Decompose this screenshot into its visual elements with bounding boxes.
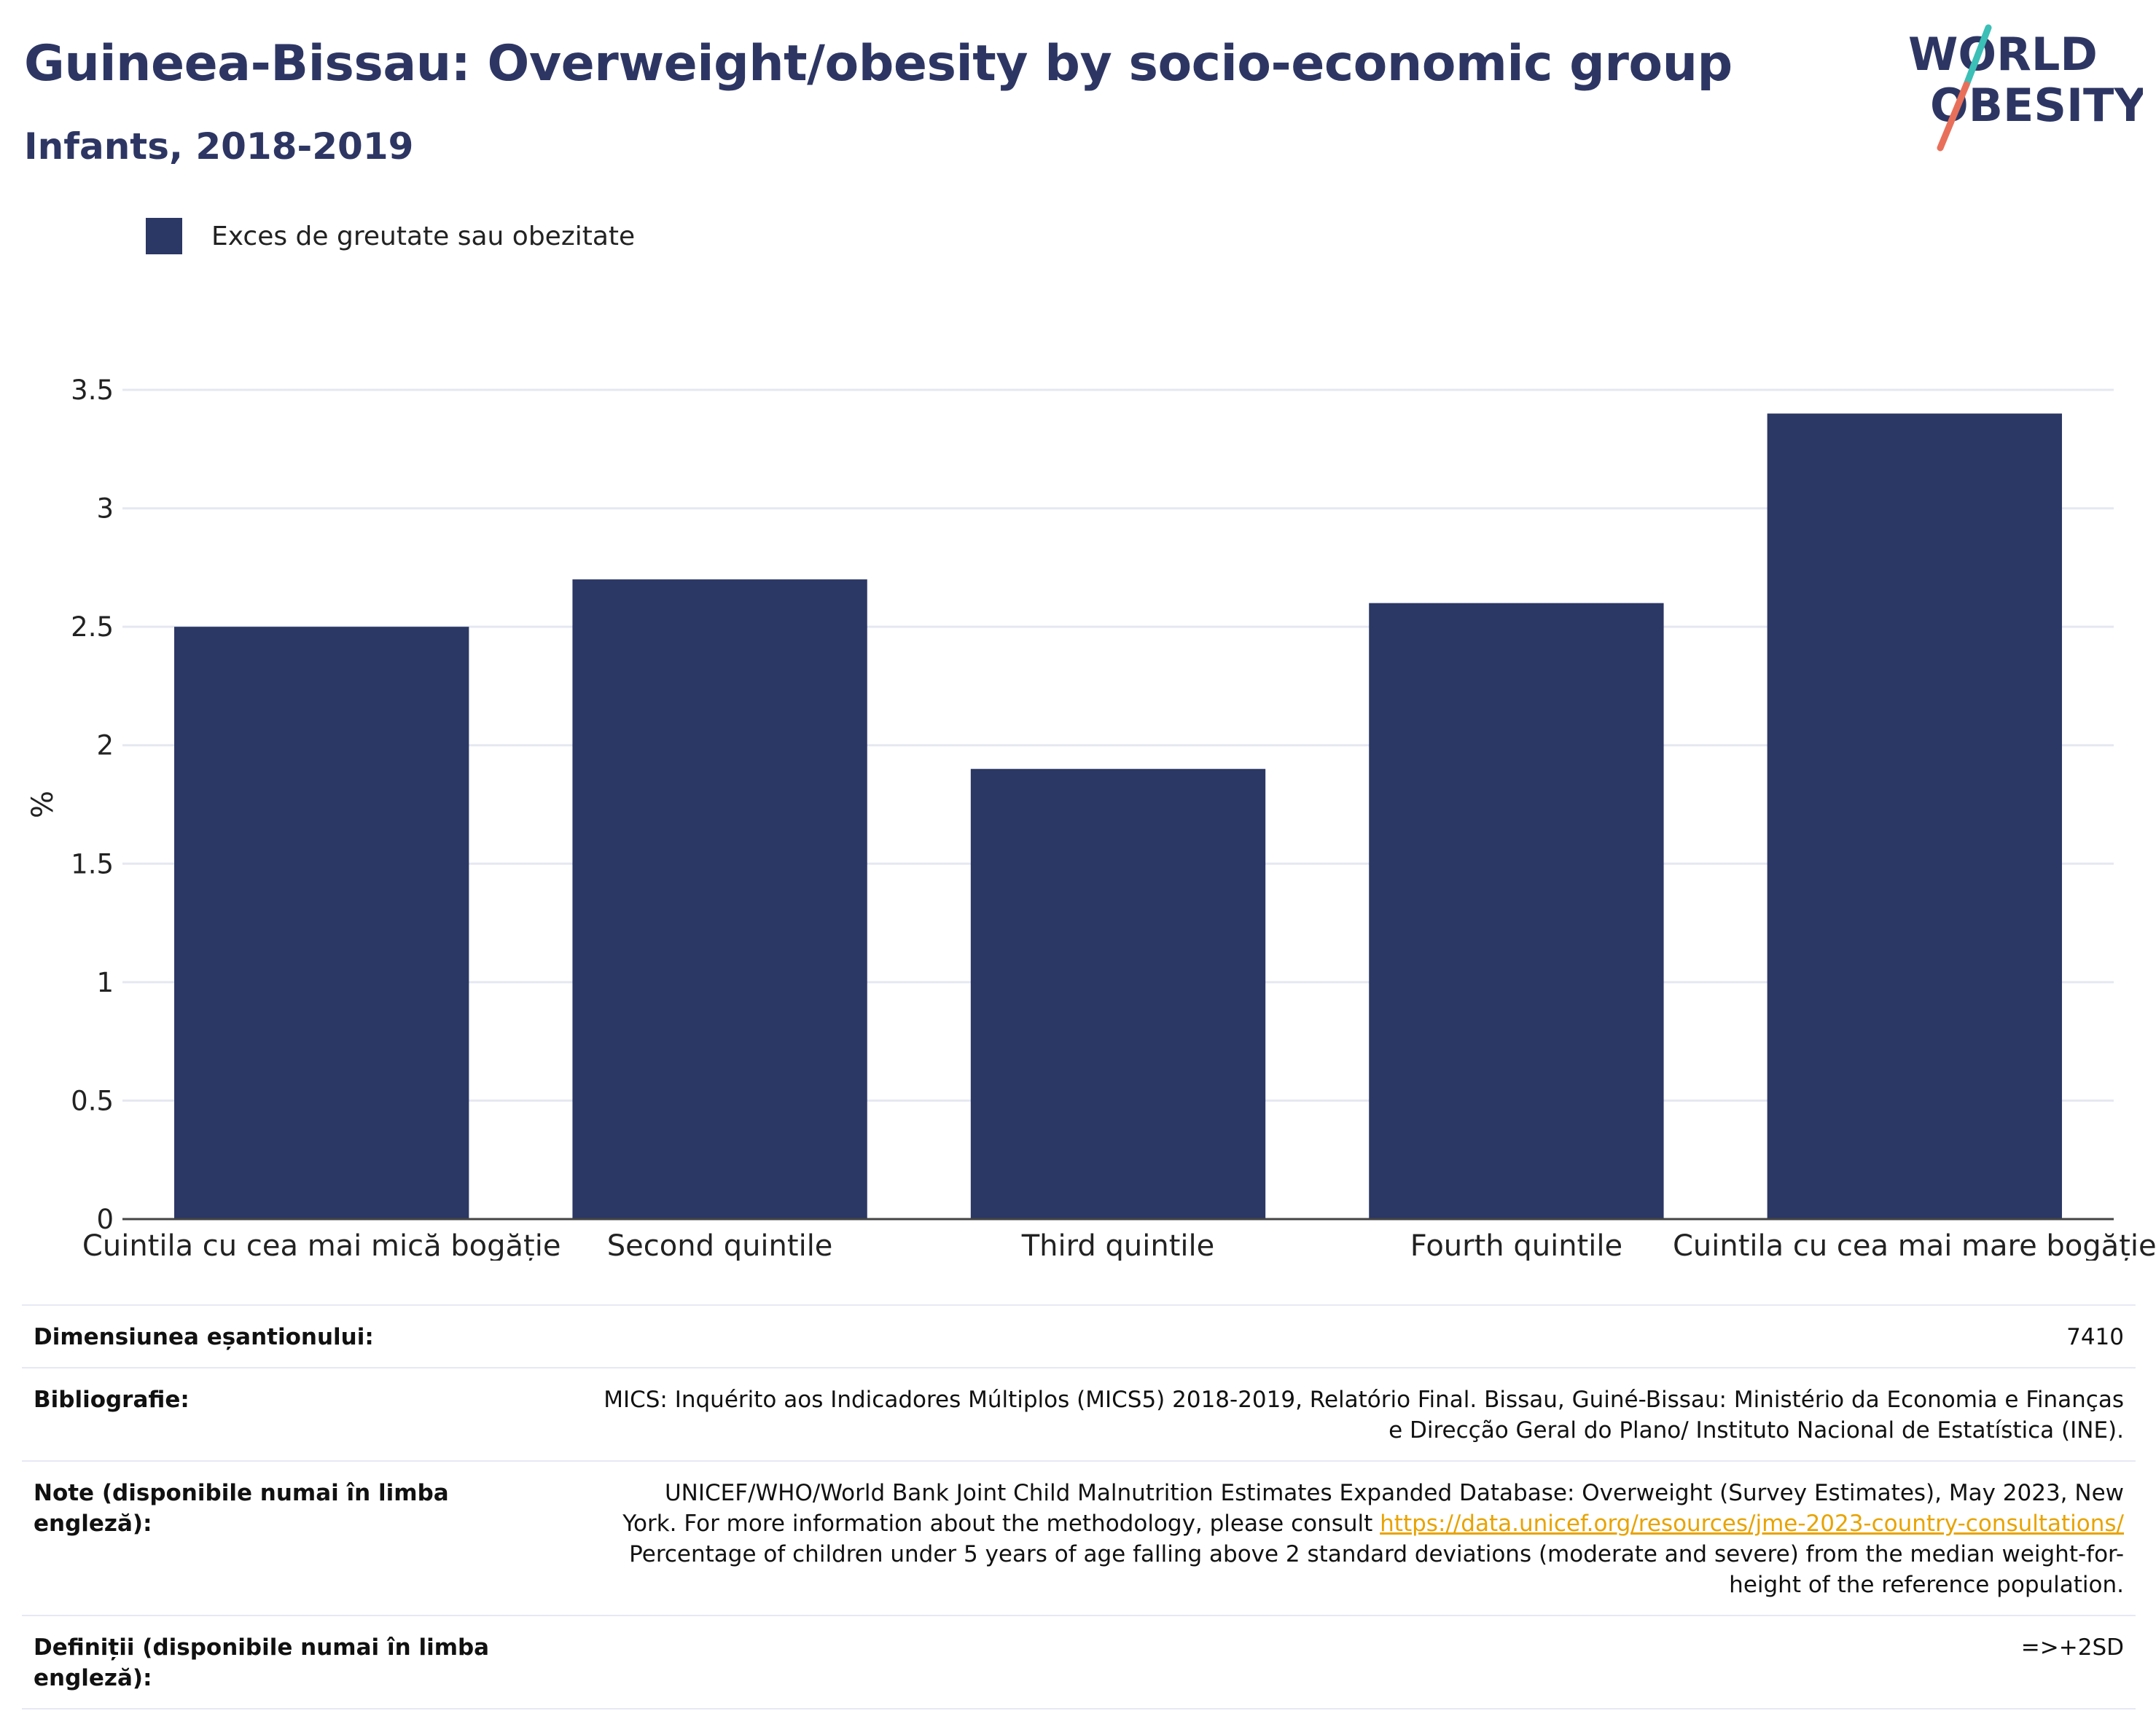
world-obesity-logo: WORLD OBESITY bbox=[1908, 24, 2143, 152]
chart-title: Guineea-Bissau: Overweight/obesity by so… bbox=[24, 35, 1733, 93]
y-tick-label: 2.5 bbox=[71, 611, 114, 643]
y-tick-label: 1 bbox=[96, 967, 114, 998]
legend[interactable]: Exces de greutate sau obezitate bbox=[146, 216, 635, 256]
y-tick-label: 1.5 bbox=[71, 848, 114, 880]
notes-line: York. For more information about the met… bbox=[557, 1508, 2124, 1539]
bar bbox=[1767, 413, 2062, 1219]
y-tick-label: 0.5 bbox=[71, 1085, 114, 1116]
bar-chart: 0 0.5 1 1.5 2 2.5 3 3.5% Cuintila cu cea mai mic… bbox=[26, 375, 2156, 1261]
notes-line: UNICEF/WHO/World Bank Joint Child Malnut… bbox=[664, 1480, 2124, 1506]
y-axis-title: % bbox=[26, 791, 60, 818]
definitions-label: Definiții (disponibile numai în limba en… bbox=[34, 1634, 490, 1691]
bar bbox=[970, 769, 1266, 1219]
x-tick-label: Cuintila cu cea mai mare bogăție bbox=[1673, 1229, 2156, 1261]
definitions-value: =>+2SD bbox=[2020, 1634, 2124, 1661]
x-tick-label: Cuintila cu cea mai mică bogăție bbox=[82, 1229, 561, 1261]
notes-line: height of the reference population. bbox=[1729, 1572, 2124, 1598]
info-table: Dimensiunea eșantionului: 7410 Bibliogra… bbox=[22, 1304, 2136, 1709]
sample-size-label: Dimensiunea eșantionului: bbox=[34, 1324, 374, 1350]
methodology-link[interactable]: https://data.unicef.org/resources/jme-20… bbox=[1380, 1511, 2124, 1537]
logo-slash-bottom bbox=[1937, 81, 1970, 152]
bibliography-label: Bibliografie: bbox=[34, 1387, 190, 1413]
bar bbox=[174, 627, 469, 1219]
x-tick-label: Third quintile bbox=[1021, 1229, 1214, 1261]
info-row-sample-size: Dimensiunea eșantionului: 7410 bbox=[22, 1304, 2136, 1367]
notes-line: Percentage of children under 5 years of … bbox=[629, 1541, 2124, 1567]
notes-label: Note (disponibile numai în limba engleză… bbox=[34, 1480, 449, 1537]
legend-swatch bbox=[146, 218, 182, 254]
legend-label: Exces de greutate sau obezitate bbox=[211, 221, 636, 251]
bibliography-value: MICS: Inquérito aos Indicadores Múltiplo… bbox=[557, 1385, 2124, 1446]
logo-slash-top bbox=[1963, 24, 1992, 88]
info-row-definitions: Definiții (disponibile numai în limba en… bbox=[22, 1615, 2136, 1709]
y-tick-label: 2 bbox=[96, 730, 114, 761]
chart-subtitle: Infants, 2018-2019 bbox=[24, 125, 414, 168]
x-tick-label: Fourth quintile bbox=[1410, 1229, 1622, 1261]
notes-value: UNICEF/WHO/World Bank Joint Child Malnut… bbox=[557, 1478, 2124, 1600]
bibliography-line: e Direcção Geral do Plano/ Instituto Nac… bbox=[1388, 1417, 2124, 1444]
logo-word-obesity: OBESITY bbox=[1930, 79, 2143, 132]
notes-line-prefix: York. For more information about the met… bbox=[622, 1511, 1373, 1537]
x-tick-label: Second quintile bbox=[607, 1229, 833, 1261]
sample-size-value: 7410 bbox=[2066, 1324, 2124, 1350]
y-tick-label: 3.5 bbox=[71, 375, 114, 406]
logo-word-world: WORLD bbox=[1908, 28, 2098, 81]
y-tick-label: 3 bbox=[96, 493, 114, 525]
bar bbox=[1369, 603, 1664, 1219]
info-row-bibliography: Bibliografie: MICS: Inquérito aos Indica… bbox=[22, 1367, 2136, 1460]
y-tick-label: 0 bbox=[96, 1204, 114, 1235]
bibliography-line: MICS: Inquérito aos Indicadores Múltiplo… bbox=[604, 1387, 2124, 1413]
bar bbox=[572, 579, 867, 1219]
info-row-notes: Note (disponibile numai în limba engleză… bbox=[22, 1460, 2136, 1615]
